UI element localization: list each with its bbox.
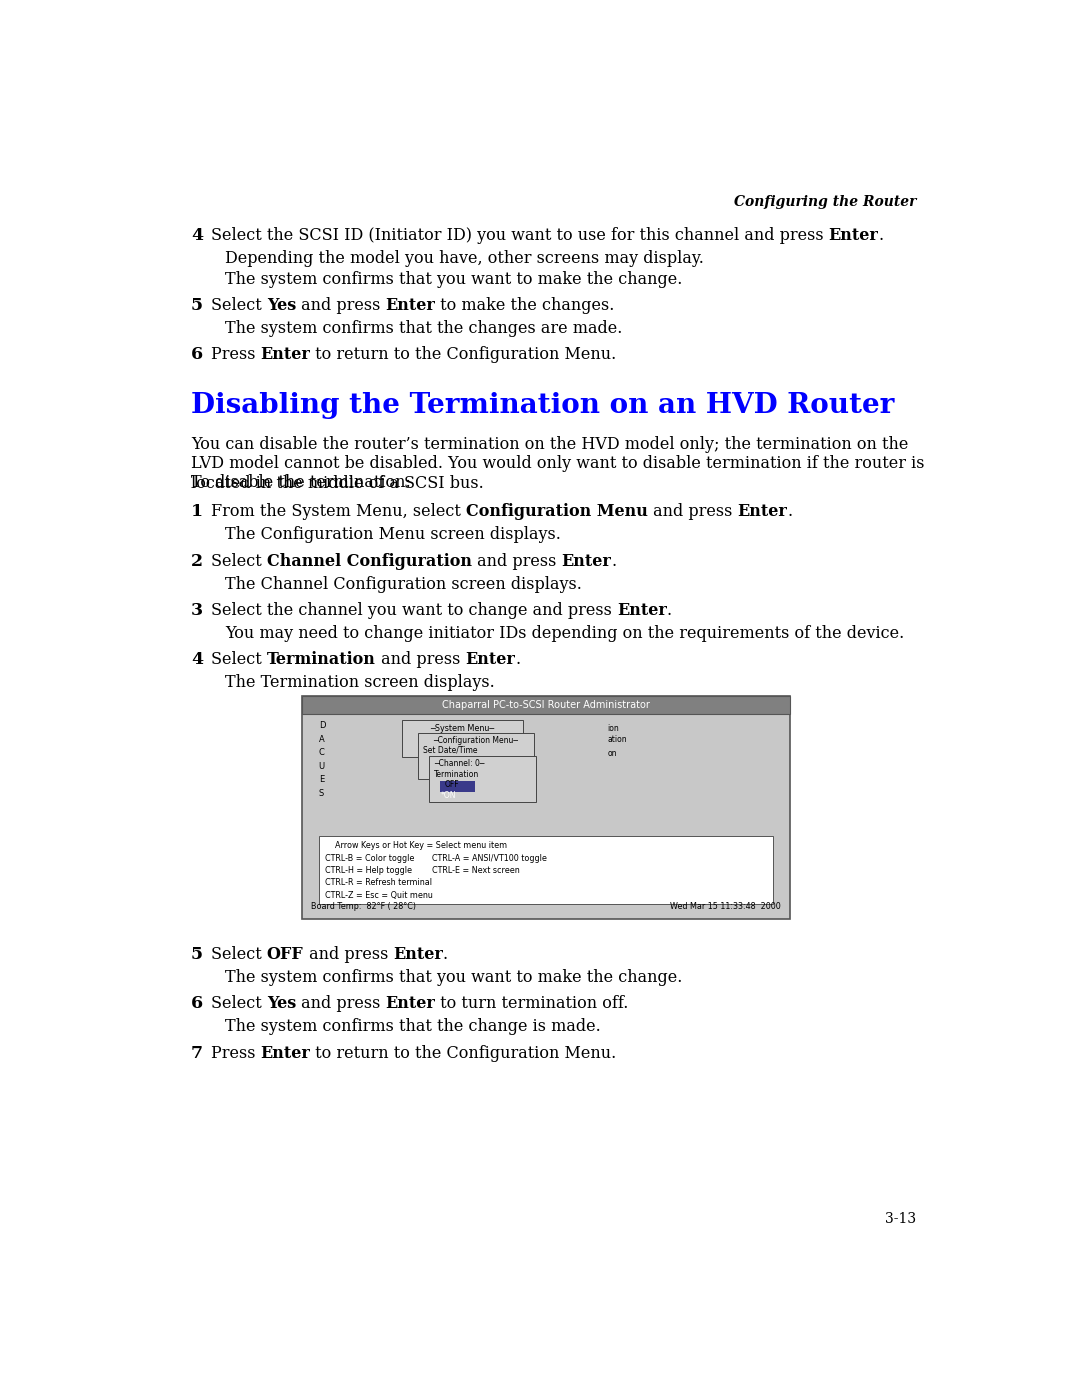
Text: Enter: Enter [828,226,878,244]
Text: Wed Mar 15 11:33:48  2000: Wed Mar 15 11:33:48 2000 [670,902,781,911]
Text: and press: and press [472,553,562,570]
Text: Select the channel you want to change and press: Select the channel you want to change an… [211,602,617,619]
Text: Select: Select [211,996,267,1013]
Bar [403,719,523,757]
Text: CTRL-B = Color toggle       CTRL-A = ANSI/VT100 toggle: CTRL-B = Color toggle CTRL-A = ANSI/VT10… [325,854,546,863]
Text: 1: 1 [191,503,203,520]
Text: .: . [611,553,617,570]
Text: .: . [515,651,521,668]
Text: Select: Select [211,553,267,570]
Text: OFF: OFF [444,780,459,789]
Text: To disable the termination:: To disable the termination: [191,474,410,492]
Text: 5: 5 [191,298,203,314]
Text: OFF: OFF [267,946,303,963]
Text: A: A [319,735,324,743]
Text: Enter: Enter [260,1045,310,1062]
Text: 6: 6 [191,996,203,1013]
Text: ─Channel: 0─: ─Channel: 0─ [434,759,485,768]
Text: .: . [443,946,448,963]
Text: Press: Press [211,346,260,363]
Bar [319,835,773,904]
Text: 3-13: 3-13 [886,1213,916,1227]
Text: CTRL-R = Refresh terminal: CTRL-R = Refresh terminal [325,879,432,887]
Text: and press: and press [376,651,465,668]
Text: The system confirms that the change is made.: The system confirms that the change is m… [225,1018,600,1035]
Text: ation: ation [608,735,627,745]
Text: .: . [666,602,672,619]
Text: Enter: Enter [562,553,611,570]
Text: Channel Configuration: Channel Configuration [267,553,472,570]
Text: Select: Select [211,298,267,314]
Bar [301,696,789,919]
Text: Enter: Enter [386,298,435,314]
Text: ion: ion [608,725,620,733]
Text: *ON: *ON [441,791,457,800]
Text: The system confirms that the changes are made.: The system confirms that the changes are… [225,320,622,337]
Text: on: on [608,749,618,759]
Text: E: E [319,775,324,784]
Text: Enter: Enter [738,503,787,520]
Text: to return to the Configuration Menu.: to return to the Configuration Menu. [310,1045,617,1062]
Text: and press: and press [296,996,386,1013]
Text: and press: and press [303,946,393,963]
Text: ─System Menu─: ─System Menu─ [430,724,495,732]
Text: ─Configuration Menu─: ─Configuration Menu─ [433,736,518,745]
Text: Termination: Termination [267,651,376,668]
Text: .: . [878,226,883,244]
Text: 6: 6 [191,346,203,363]
Text: From the System Menu, select: From the System Menu, select [211,503,465,520]
Text: to return to the Configuration Menu.: to return to the Configuration Menu. [310,346,617,363]
Text: Enter: Enter [465,651,515,668]
Text: 5: 5 [191,946,203,963]
Text: Yes: Yes [267,298,296,314]
Text: Enter: Enter [260,346,310,363]
Text: The system confirms that you want to make the change.: The system confirms that you want to mak… [225,271,683,288]
Text: The Configuration Menu screen displays.: The Configuration Menu screen displays. [225,527,561,543]
Text: Depending the model you have, other screens may display.: Depending the model you have, other scre… [225,250,704,267]
Text: The Channel Configuration screen displays.: The Channel Configuration screen display… [225,576,582,592]
Text: S: S [319,789,324,798]
Text: Select: Select [211,946,267,963]
Text: Board Temp:  82°F ( 28°C): Board Temp: 82°F ( 28°C) [311,902,416,911]
Text: C: C [319,749,325,757]
Text: Configuration Menu: Configuration Menu [465,503,648,520]
Text: You may need to change initiator IDs depending on the requirements of the device: You may need to change initiator IDs dep… [225,624,904,643]
Text: Set Date/Time: Set Date/Time [423,746,477,754]
Text: CTRL-Z = Esc = Quit menu: CTRL-Z = Esc = Quit menu [325,891,433,900]
Text: 7: 7 [191,1045,203,1062]
Text: The Termination screen displays.: The Termination screen displays. [225,675,495,692]
Bar [440,781,475,792]
Text: D: D [319,721,325,731]
Text: .: . [787,503,793,520]
Text: Select the SCSI ID (Initiator ID) you want to use for this channel and press: Select the SCSI ID (Initiator ID) you wa… [211,226,828,244]
Text: 3: 3 [191,602,203,619]
Text: to make the changes.: to make the changes. [435,298,615,314]
Text: U: U [319,761,325,771]
Text: Select: Select [211,651,267,668]
Text: Arrow Keys or Hot Key = Select menu item: Arrow Keys or Hot Key = Select menu item [325,841,507,851]
Text: 2: 2 [191,553,203,570]
Text: Configuring the Router: Configuring the Router [733,194,916,208]
Bar [418,733,535,780]
Bar [429,756,536,802]
Text: 4: 4 [191,226,203,244]
Text: Disabling the Termination on an HVD Router: Disabling the Termination on an HVD Rout… [191,393,894,419]
Text: CTRL-H = Help toggle        CTRL-E = Next screen: CTRL-H = Help toggle CTRL-E = Next scree… [325,866,519,875]
Bar [301,696,789,714]
Text: Enter: Enter [617,602,666,619]
Text: Enter: Enter [393,946,443,963]
Text: The system confirms that you want to make the change.: The system confirms that you want to mak… [225,970,683,986]
Text: Enter: Enter [386,996,435,1013]
Text: and press: and press [648,503,738,520]
Text: Press: Press [211,1045,260,1062]
Text: You can disable the router’s termination on the HVD model only; the termination : You can disable the router’s termination… [191,436,924,492]
Text: 4: 4 [191,651,203,668]
Text: Chaparral PC-to-SCSI Router Administrator: Chaparral PC-to-SCSI Router Administrato… [442,700,650,710]
Text: to turn termination off.: to turn termination off. [435,996,629,1013]
Text: Termination: Termination [434,770,480,778]
Text: Yes: Yes [267,996,296,1013]
Text: and press: and press [296,298,386,314]
